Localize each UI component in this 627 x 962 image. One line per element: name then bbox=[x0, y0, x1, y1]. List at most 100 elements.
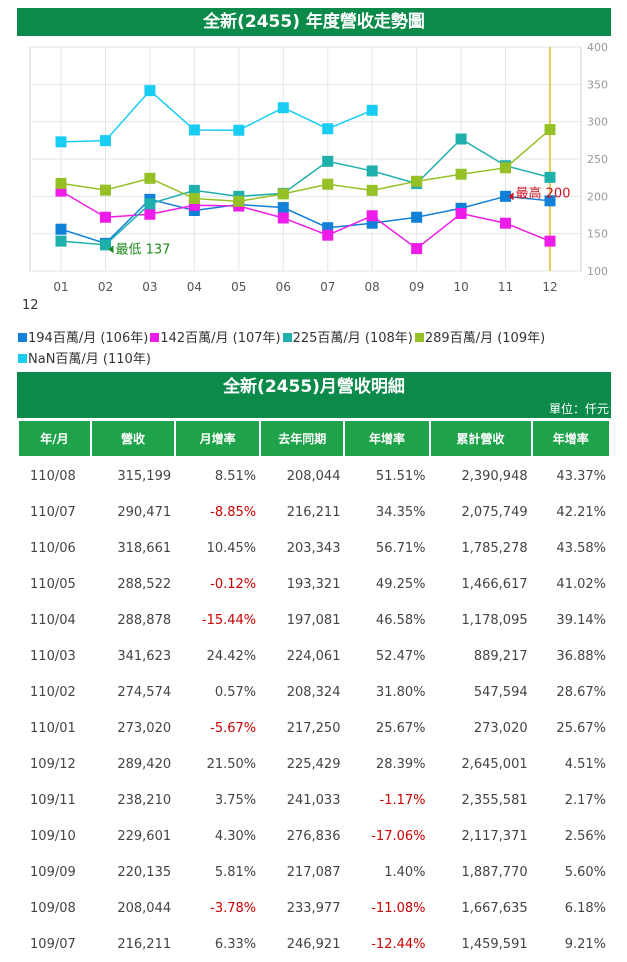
table-cell: 109/09 bbox=[30, 864, 76, 880]
monthly-revenue-table: 年/月 營收 月增率 去年同期 年增率 累計營收 年增率 110/08 315,199 8.51… bbox=[17, 419, 612, 962]
data-point bbox=[411, 211, 423, 223]
table-cell: 233,977 bbox=[286, 900, 341, 916]
data-point bbox=[322, 229, 334, 241]
data-point bbox=[99, 211, 111, 223]
data-point bbox=[55, 185, 67, 197]
chart-title: 全新(2455) 年度營收走勢圖 bbox=[17, 8, 611, 36]
data-point bbox=[277, 188, 289, 200]
data-point bbox=[188, 199, 200, 211]
annotation-label: 最低 137 bbox=[115, 242, 170, 257]
column-header: 年增率 bbox=[343, 419, 431, 458]
legend-swatch bbox=[18, 354, 27, 363]
table-cell: 109/10 bbox=[30, 828, 76, 844]
table-cell: -5.67% bbox=[210, 720, 257, 736]
table-cell: 318,661 bbox=[117, 540, 172, 556]
series-line bbox=[60, 195, 551, 245]
table-cell: 28.67% bbox=[556, 684, 606, 700]
legend-item[interactable]: 194百萬/月 (106年) bbox=[18, 331, 148, 346]
table-cell: -12.44% bbox=[371, 936, 426, 952]
table-cell: -1.17% bbox=[379, 792, 426, 808]
table-cell: 203,343 bbox=[286, 540, 341, 556]
table-cell: 2,117,371 bbox=[461, 828, 528, 844]
table-cell: 34.35% bbox=[375, 504, 426, 520]
legend-item[interactable]: 225百萬/月 (108年) bbox=[282, 331, 413, 346]
legend-item[interactable]: 289百萬/月 (109年) bbox=[414, 331, 545, 346]
table-cell: 224,061 bbox=[286, 648, 341, 664]
data-point bbox=[366, 184, 378, 196]
table-cell: 241,033 bbox=[286, 792, 341, 808]
legend-swatch bbox=[18, 333, 27, 342]
legend-swatch bbox=[150, 333, 160, 342]
table-cell: 1.40% bbox=[384, 864, 426, 880]
y-tick-label: 350 bbox=[587, 78, 608, 91]
data-point bbox=[99, 239, 111, 251]
table-cell: 197,081 bbox=[286, 612, 341, 628]
table-cell: 46.58% bbox=[375, 612, 426, 628]
column-header: 累計營收 bbox=[428, 419, 533, 458]
table-cell: 109/07 bbox=[30, 936, 76, 952]
x-tick-label: 07 bbox=[320, 280, 335, 294]
table-cell: 110/05 bbox=[30, 576, 76, 592]
x-tick-label: 11 bbox=[498, 280, 513, 294]
table-cell: 273,020 bbox=[117, 720, 172, 736]
table-cell: 109/11 bbox=[30, 792, 76, 808]
table-cell: -8.85% bbox=[210, 504, 257, 520]
data-point bbox=[411, 243, 423, 255]
data-point bbox=[55, 177, 67, 189]
y-tick-label: 250 bbox=[587, 153, 608, 166]
table-cell: 5.60% bbox=[564, 864, 606, 880]
data-point bbox=[233, 124, 245, 136]
table-cell: 547,594 bbox=[473, 684, 528, 700]
y-tick-label: 300 bbox=[587, 116, 608, 129]
column-header: 去年同期 bbox=[259, 419, 346, 458]
table-cell: 110/02 bbox=[30, 684, 76, 700]
legend-label: 194百萬/月 (106年) bbox=[28, 331, 149, 346]
chart-legend: 194百萬/月 (106年) 142百萬/月 (107年) 225百萬/月 (108… bbox=[18, 328, 618, 370]
table-row: 110/05 288,522 -0.12% 193,321 49.25% 1,466,61… bbox=[18, 566, 610, 602]
y-tick-label: 100 bbox=[587, 265, 608, 278]
table-cell: 276,836 bbox=[286, 828, 341, 844]
table-cell: 220,135 bbox=[117, 864, 172, 880]
table-row: 109/08 208,044 -3.78% 233,977 -11.08% 1,667,6… bbox=[18, 890, 610, 926]
table-row: 109/10 229,601 4.30% 276,836 -17.06% 2,117,37… bbox=[18, 818, 610, 854]
table-cell: 28.39% bbox=[375, 756, 426, 772]
table-cell: 24.42% bbox=[206, 648, 257, 664]
table-cell: 51.51% bbox=[375, 468, 426, 484]
legend-item[interactable]: 142百萬/月 (107年) bbox=[150, 331, 281, 346]
data-point bbox=[322, 222, 334, 234]
table-cell: 110/07 bbox=[30, 504, 76, 520]
data-point bbox=[366, 217, 378, 229]
table-cell: 290,471 bbox=[117, 504, 172, 520]
data-point bbox=[366, 104, 378, 116]
table-cell: 238,210 bbox=[117, 792, 172, 808]
data-point bbox=[277, 212, 289, 224]
table-cell: 2,355,581 bbox=[461, 792, 528, 808]
data-point bbox=[544, 195, 556, 207]
table-cell: -0.12% bbox=[210, 576, 257, 592]
table-cell: 315,199 bbox=[117, 468, 172, 484]
table-cell: 2,075,749 bbox=[461, 504, 528, 520]
table-cell: 49.25% bbox=[375, 576, 426, 592]
data-point bbox=[500, 217, 512, 229]
table-cell: 110/04 bbox=[30, 612, 76, 628]
table-cell: 110/01 bbox=[30, 720, 76, 736]
table-cell: 43.58% bbox=[556, 540, 606, 556]
table-cell: 246,921 bbox=[286, 936, 341, 952]
data-point bbox=[144, 172, 156, 184]
legend-item[interactable]: NaN百萬/月 (110年) bbox=[18, 352, 151, 367]
table-cell: 109/12 bbox=[30, 756, 76, 772]
y-tick-label: 150 bbox=[587, 228, 608, 241]
table-title-bar: 全新(2455)月營收明細 單位：仟元 bbox=[17, 372, 611, 418]
data-point bbox=[188, 124, 200, 136]
series-line bbox=[60, 190, 551, 250]
x-tick-label: 06 bbox=[276, 280, 291, 294]
table-cell: 6.18% bbox=[564, 900, 606, 916]
table-cell: 341,623 bbox=[117, 648, 172, 664]
table-cell: 4.51% bbox=[564, 756, 606, 772]
table-cell: 56.71% bbox=[375, 540, 426, 556]
data-point bbox=[99, 184, 111, 196]
table-cell: 229,601 bbox=[117, 828, 172, 844]
data-point bbox=[544, 235, 556, 247]
data-point bbox=[322, 123, 334, 135]
data-point bbox=[322, 178, 334, 190]
